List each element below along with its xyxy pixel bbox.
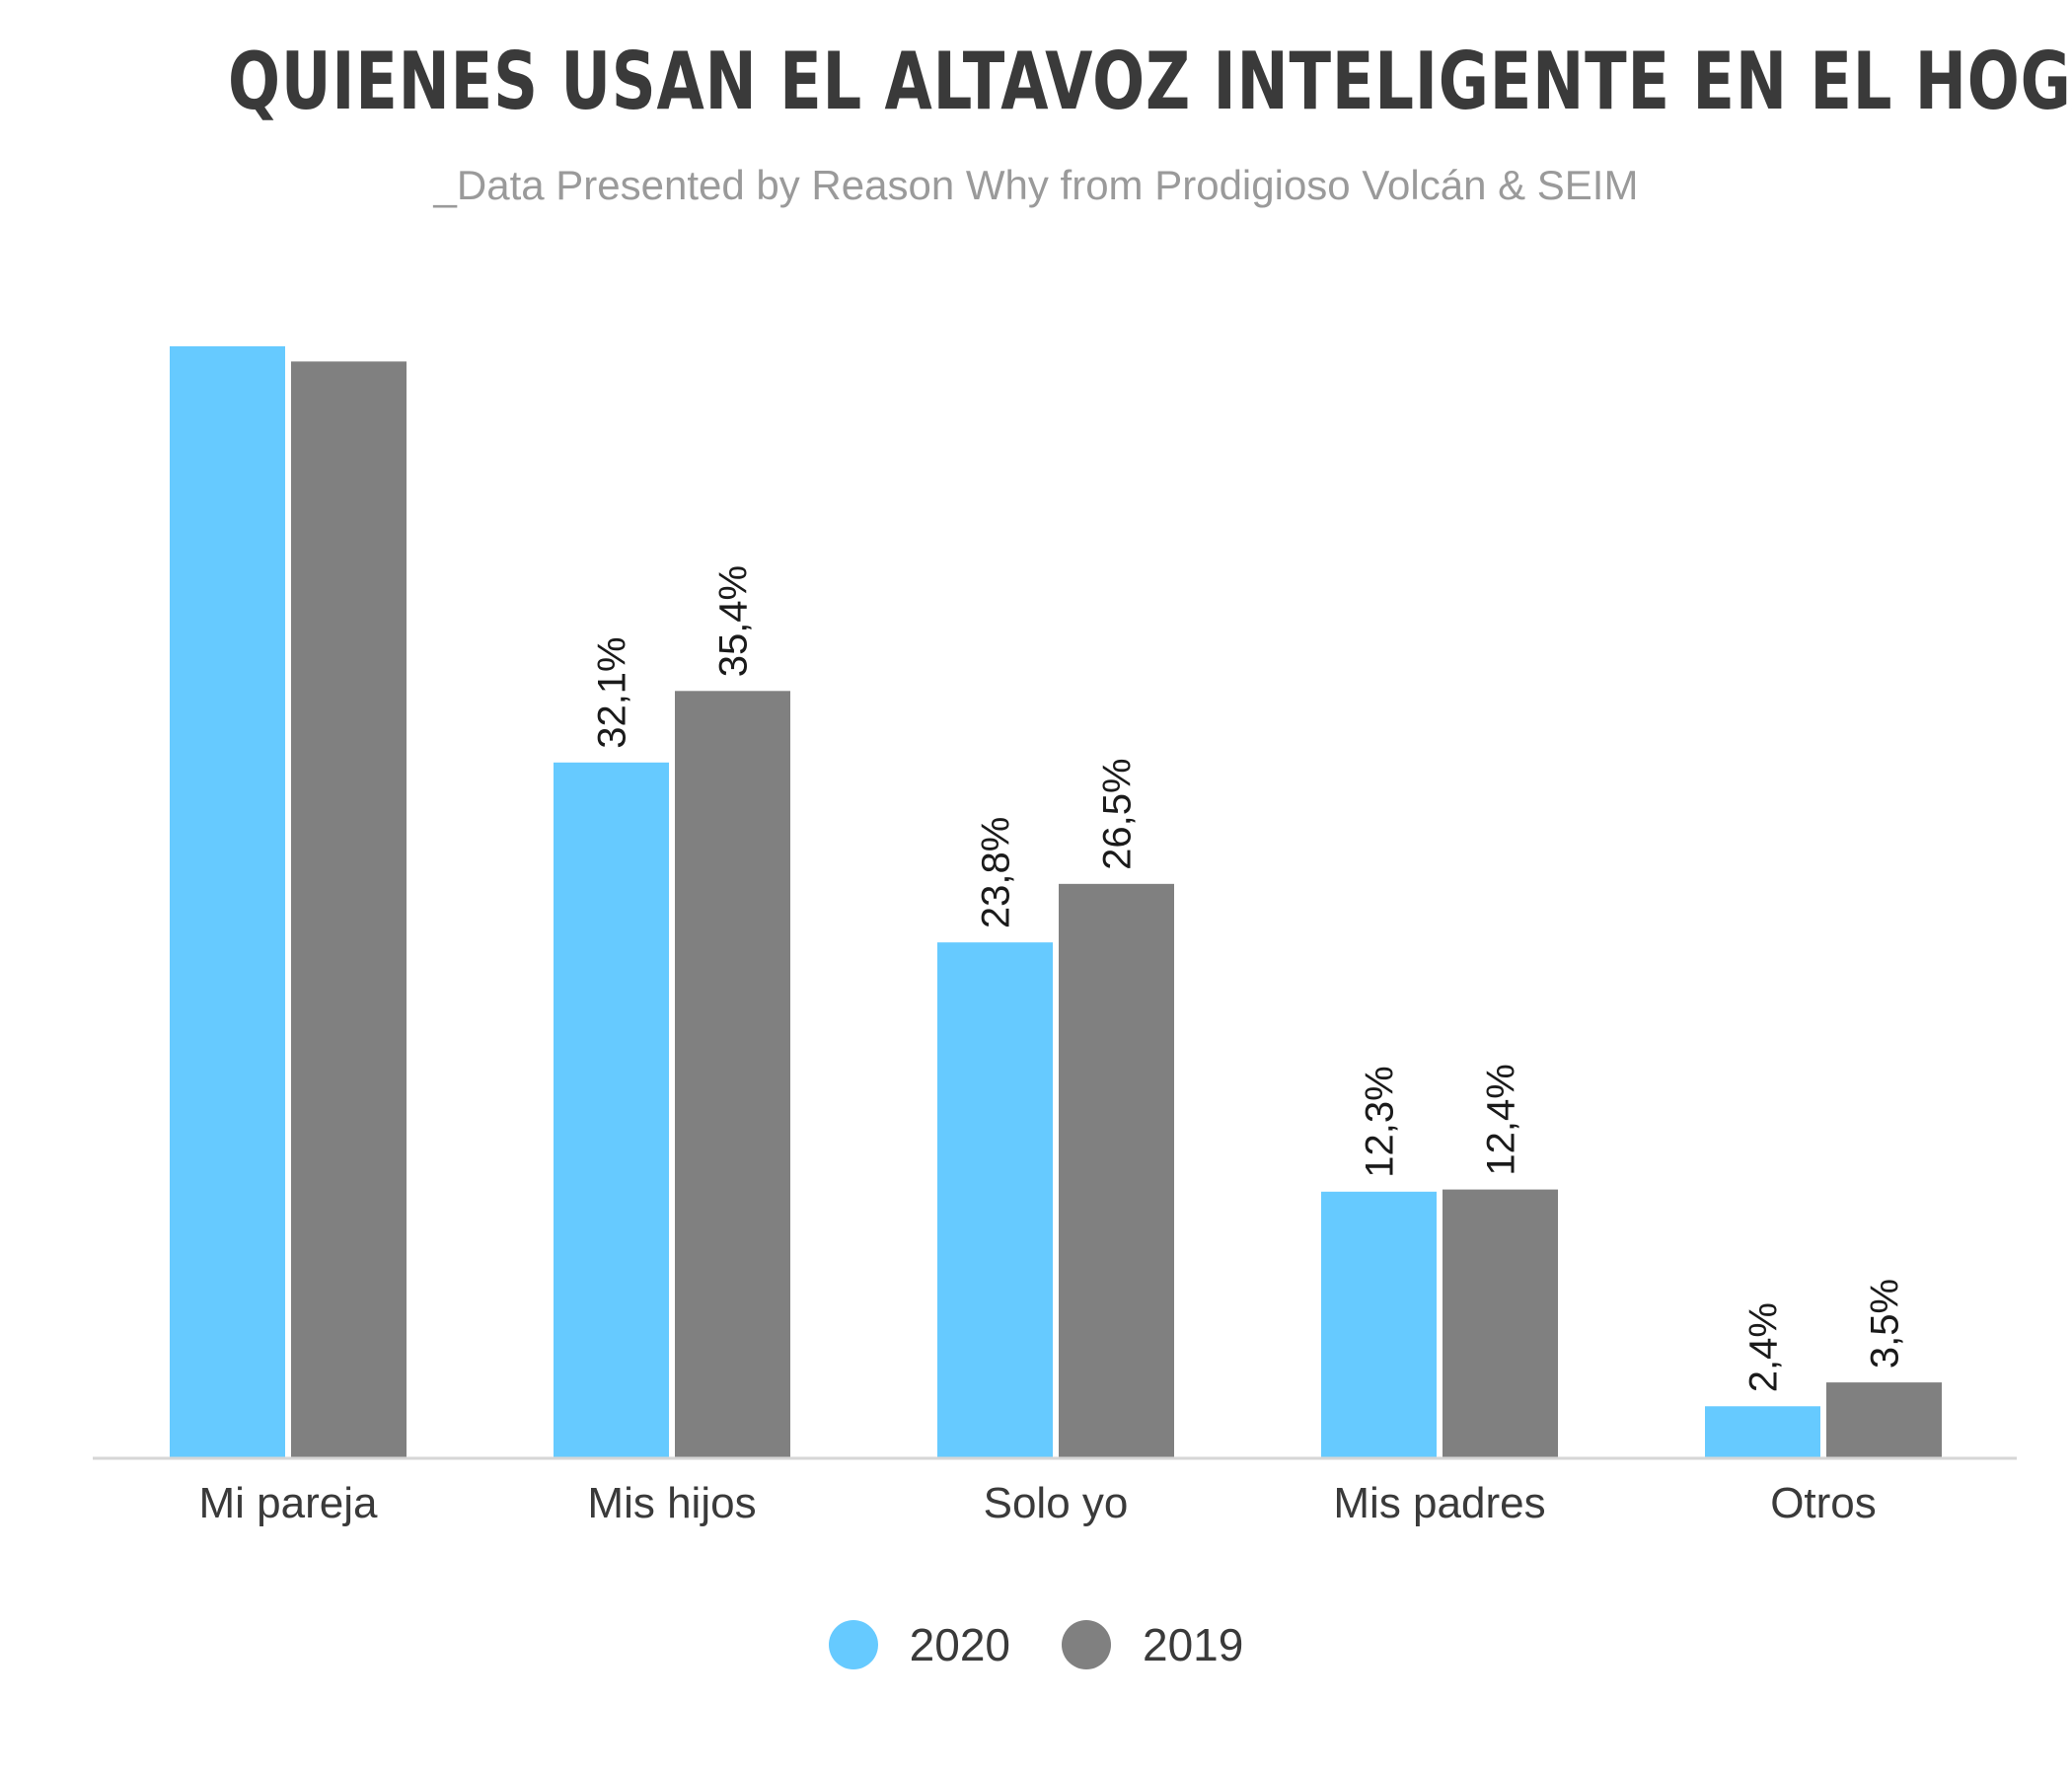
x-tick-label-4: Mis padres — [1333, 1479, 1545, 1527]
bar-2020-1 — [170, 346, 285, 1458]
x-tick-label-1: Mi pareja — [199, 1479, 378, 1527]
bar-2020-2 — [554, 762, 669, 1458]
chart-title: QUIENES USAN EL ALTAVOZ INTELIGENTE EN E… — [228, 36, 2072, 127]
bar-2020-4 — [1321, 1191, 1437, 1458]
bar-2020-3 — [937, 942, 1053, 1458]
bar-2019-3 — [1059, 883, 1174, 1458]
data-label-2019-5: 3,5% — [1864, 1279, 1907, 1369]
data-label-2019-4: 12,4% — [1480, 1064, 1523, 1175]
legend-label-2020: 2020 — [909, 1619, 1010, 1670]
legend: 2020 2019 — [0, 1618, 2072, 1671]
bar-2020-5 — [1705, 1406, 1820, 1458]
data-label-2020-4: 12,3% — [1359, 1066, 1402, 1177]
data-label-2019-2: 35,4% — [712, 565, 756, 677]
legend-swatch-2019 — [1062, 1620, 1111, 1669]
bar-2019-4 — [1443, 1189, 1558, 1458]
data-label-2019-3: 26,5% — [1096, 758, 1140, 869]
legend-swatch-2020 — [828, 1620, 878, 1669]
bar-2019-5 — [1826, 1382, 1942, 1458]
x-tick-label-3: Solo yo — [984, 1479, 1129, 1527]
legend-item-2019: 2019 — [1062, 1618, 1243, 1671]
data-label-2020-5: 2,4% — [1742, 1302, 1786, 1392]
data-label-2020-2: 32,1% — [591, 636, 634, 748]
x-tick-label-2: Mis hijos — [587, 1479, 756, 1527]
legend-label-2019: 2019 — [1143, 1619, 1244, 1670]
chart-subtitle: _Data Presented by Reason Why from Prodi… — [433, 162, 1639, 208]
legend-item-2020: 2020 — [828, 1618, 1010, 1671]
data-label-2020-3: 23,8% — [975, 817, 1018, 928]
x-tick-label-5: Otros — [1770, 1479, 1877, 1527]
bar-2019-1 — [291, 361, 407, 1458]
bar-2019-2 — [675, 691, 790, 1458]
